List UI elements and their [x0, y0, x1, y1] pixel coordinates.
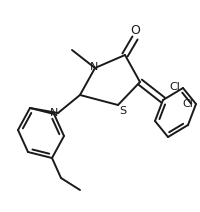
Text: N: N [89, 62, 98, 72]
Text: S: S [118, 106, 125, 116]
Text: Cl: Cl [181, 99, 192, 109]
Text: O: O [129, 24, 139, 37]
Text: N: N [49, 108, 58, 118]
Text: Cl: Cl [168, 82, 179, 92]
